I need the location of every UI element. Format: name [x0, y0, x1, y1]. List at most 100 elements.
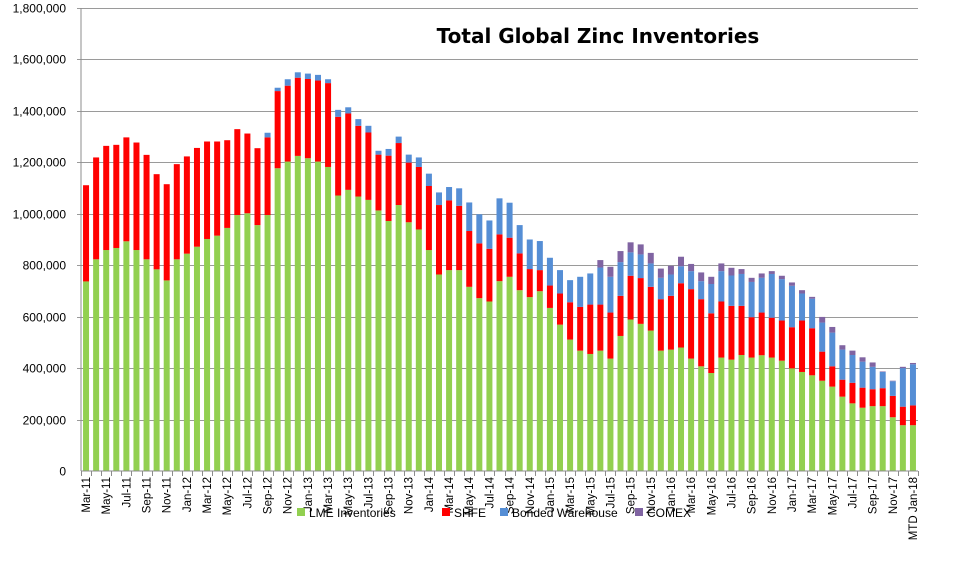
- shfe-bar-segment: [486, 248, 493, 302]
- bonded-warehouse-bar-segment: [425, 173, 432, 186]
- bonded-warehouse-bar-segment: [899, 368, 906, 407]
- shfe-bar-segment: [325, 83, 332, 167]
- shfe-bar-segment: [597, 304, 604, 351]
- lme-bar-segment: [456, 270, 463, 471]
- shfe-bar-segment: [314, 80, 321, 162]
- lme-bar-segment: [536, 291, 543, 471]
- lme-bar-segment: [264, 215, 271, 471]
- shfe-bar-segment: [83, 185, 90, 282]
- shfe-bar-segment: [678, 283, 685, 348]
- comex-bar-segment: [607, 266, 614, 277]
- x-tick-label: Sep-15: [626, 477, 638, 514]
- legend-label-comex: COMEX: [647, 506, 691, 520]
- x-tick-label: MTD Jan-18: [908, 477, 920, 540]
- lme-bar-segment: [466, 286, 473, 471]
- x-tick-label: Sep-13: [384, 477, 396, 514]
- legend-swatch-bonded: [500, 508, 508, 516]
- shfe-bar-segment: [123, 137, 130, 242]
- lme-bar-segment: [647, 330, 654, 471]
- comex-bar-segment: [617, 251, 624, 263]
- x-tick-label: Nov-12: [283, 477, 295, 514]
- bonded-warehouse-bar-segment: [506, 202, 513, 238]
- lme-bar-segment: [597, 350, 604, 471]
- bonded-warehouse-bar-segment: [335, 109, 342, 117]
- y-tick-label: 200,000: [23, 414, 67, 428]
- lme-bar-segment: [849, 403, 856, 471]
- comex-bar-segment: [859, 357, 866, 362]
- shfe-bar-segment: [294, 77, 301, 156]
- bonded-warehouse-bar-segment: [597, 267, 604, 305]
- x-tick-label: May-13: [343, 477, 355, 515]
- comex-bar-segment: [708, 276, 715, 284]
- lme-bar-segment: [809, 375, 816, 471]
- bonded-warehouse-bar-segment: [345, 107, 352, 114]
- bonded-warehouse-bar-segment: [819, 322, 826, 352]
- lme-bar-segment: [103, 250, 110, 471]
- bonded-warehouse-bar-segment: [304, 73, 311, 79]
- x-tick-label: Jul-14: [484, 476, 496, 508]
- bonded-warehouse-bar-segment: [849, 354, 856, 383]
- bonded-warehouse-bar-segment: [738, 273, 745, 306]
- bonded-warehouse-bar-segment: [526, 239, 533, 270]
- bonded-warehouse-bar-segment: [314, 74, 321, 81]
- x-tick-label: Mar-16: [686, 477, 698, 513]
- shfe-bar-segment: [869, 389, 876, 407]
- comex-bar-segment: [799, 290, 806, 294]
- lme-bar-segment: [889, 417, 896, 471]
- bonded-warehouse-bar-segment: [839, 349, 846, 380]
- comex-bar-segment: [869, 362, 876, 367]
- comex-bar-segment: [809, 296, 816, 299]
- bonded-warehouse-bar-segment: [486, 220, 493, 249]
- bonded-warehouse-bar-segment: [809, 298, 816, 329]
- lme-bar-segment: [214, 235, 221, 471]
- comex-bar-segment: [637, 244, 644, 255]
- comex-bar-segment: [889, 380, 896, 382]
- x-tick-label: Sep-17: [868, 477, 880, 514]
- lme-bar-segment: [758, 355, 765, 471]
- x-tick-label: Jan-17: [787, 477, 799, 512]
- bonded-warehouse-bar-segment: [829, 332, 836, 367]
- y-tick-label: 1,600,000: [13, 53, 67, 67]
- lme-bar-segment: [345, 189, 352, 471]
- shfe-bar-segment: [617, 295, 624, 336]
- lme-bar-segment: [587, 353, 594, 471]
- x-tick-label: Nov-11: [162, 477, 174, 513]
- y-tick-label: 600,000: [23, 311, 67, 325]
- x-tick-label: Nov-17: [888, 477, 900, 514]
- bars: [83, 72, 916, 472]
- x-axis-tick-labels: Mar-11 May-11 Jul-11 Sep-11 Nov-11 Jan-12 Mar-…: [81, 471, 920, 540]
- lme-bar-segment: [425, 250, 432, 471]
- shfe-bar-segment: [476, 243, 483, 299]
- lme-bar-segment: [708, 372, 715, 471]
- lme-bar-segment: [698, 366, 705, 471]
- x-tick-label: Jul-11: [121, 477, 133, 507]
- shfe-bar-segment: [183, 156, 190, 254]
- shfe-bar-segment: [163, 184, 170, 281]
- shfe-bar-segment: [456, 205, 463, 271]
- shfe-bar-segment: [728, 305, 735, 360]
- x-tick-label: Sep-16: [747, 477, 759, 514]
- shfe-bar-segment: [627, 275, 634, 320]
- shfe-bar-segment: [758, 312, 765, 356]
- bonded-warehouse-bar-segment: [294, 72, 301, 78]
- shfe-bar-segment: [526, 269, 533, 298]
- lme-bar-segment: [788, 368, 795, 471]
- lme-bar-segment: [284, 161, 291, 472]
- shfe-bar-segment: [375, 154, 382, 211]
- lme-bar-segment: [678, 347, 685, 471]
- shfe-bar-segment: [385, 155, 392, 221]
- shfe-bar-segment: [536, 270, 543, 292]
- shfe-bar-segment: [567, 302, 574, 340]
- lme-bar-segment: [778, 360, 785, 471]
- shfe-bar-segment: [778, 320, 785, 361]
- bonded-warehouse-bar-segment: [557, 270, 564, 294]
- lme-bar-segment: [496, 281, 503, 471]
- bonded-warehouse-bar-segment: [859, 361, 866, 388]
- bonded-warehouse-bar-segment: [657, 277, 664, 300]
- y-tick-label: 1,200,000: [13, 156, 67, 170]
- shfe-bar-segment: [133, 142, 140, 251]
- y-tick-label: 1,000,000: [13, 208, 67, 222]
- lme-bar-segment: [375, 210, 382, 471]
- bonded-warehouse-bar-segment: [627, 252, 634, 276]
- shfe-bar-segment: [173, 164, 180, 260]
